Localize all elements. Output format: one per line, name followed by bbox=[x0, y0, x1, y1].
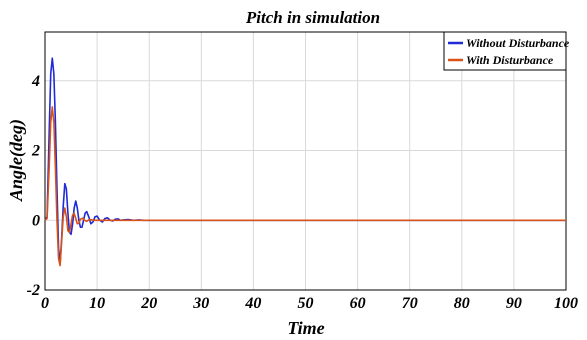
legend-box bbox=[443, 31, 567, 71]
legend-label-without-disturbance: Without Disturbance bbox=[466, 36, 570, 50]
x-tick-label: 30 bbox=[192, 295, 209, 312]
y-tick-labels: -2 0 2 4 bbox=[27, 73, 40, 299]
series-lines bbox=[44, 57, 566, 267]
x-tick-label: 40 bbox=[244, 295, 261, 312]
x-tick-label: 60 bbox=[350, 295, 366, 312]
x-tick-label: 80 bbox=[454, 295, 470, 312]
x-tick-label: 0 bbox=[41, 295, 49, 312]
y-tick-label: 2 bbox=[31, 143, 40, 160]
y-tick-label: 4 bbox=[31, 73, 40, 90]
x-tick-label: 70 bbox=[402, 295, 418, 312]
x-tick-label: 50 bbox=[298, 295, 314, 312]
x-axis-label: Time bbox=[287, 318, 324, 338]
x-tick-label: 10 bbox=[89, 295, 105, 312]
x-tick-label: 100 bbox=[554, 295, 578, 312]
plot-area-frame bbox=[44, 31, 567, 291]
legend: Without Disturbance With Disturbance bbox=[443, 31, 570, 71]
grid-lines bbox=[45, 32, 566, 290]
y-tick-label: 0 bbox=[32, 212, 40, 229]
y-axis-label: Angle(deg) bbox=[6, 119, 27, 202]
y-tick-label: -2 bbox=[27, 282, 40, 299]
x-tick-label: 20 bbox=[140, 295, 157, 312]
legend-label-with-disturbance: With Disturbance bbox=[466, 53, 554, 67]
series-line-with-disturbance bbox=[44, 106, 566, 267]
x-tick-label: 90 bbox=[506, 295, 522, 312]
chart-title: Pitch in simulation bbox=[245, 8, 380, 27]
x-tick-labels: 0 10 20 30 40 50 60 70 80 90 100 bbox=[41, 295, 578, 312]
